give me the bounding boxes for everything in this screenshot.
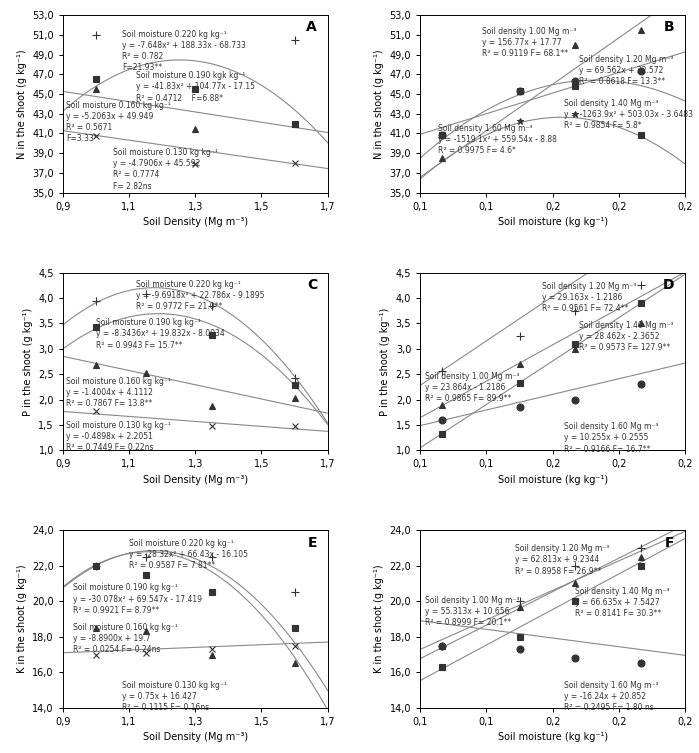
Text: Soil moisture 0.220 kg kg⁻¹
y = -7.648x² + 188.33x - 68.733
R² = 0.782
F=21.93**: Soil moisture 0.220 kg kg⁻¹ y = -7.648x²… [122, 30, 246, 72]
Text: Soil density 1.20 Mg m⁻³
y = 29.163x - 1.2186
R² = 0.9561 F= 72.4**: Soil density 1.20 Mg m⁻³ y = 29.163x - 1… [542, 282, 636, 313]
Text: F: F [665, 535, 675, 550]
Text: Soil density 1.40 Mg m⁻³
y = 28.462x - 2.3652
R² = 0.9573 F= 127.9**: Soil density 1.40 Mg m⁻³ y = 28.462x - 2… [579, 321, 674, 352]
Text: Soil density 1.40 Mg m⁻³
y = 66.635x + 7.5427
R² = 0.8141 F= 30.3**: Soil density 1.40 Mg m⁻³ y = 66.635x + 7… [575, 587, 669, 618]
Text: Soil moisture 0.160 kg kg⁻¹
y = -1.4004x + 4.1112
R² = 0.7867 F= 13.8**: Soil moisture 0.160 kg kg⁻¹ y = -1.4004x… [66, 376, 171, 408]
X-axis label: Soil Density (Mg m⁻³): Soil Density (Mg m⁻³) [143, 733, 248, 742]
Text: Soil density 1.20 Mg m⁻³
y = 69.562x + 32.572
R² = 0.8618 F= 13.3**: Soil density 1.20 Mg m⁻³ y = 69.562x + 3… [579, 54, 674, 86]
Text: Soil moisture 0.130 kg kg⁻¹
y = -0.4898x + 2.2051
R² = 0.7449 F= 0.22ns: Soil moisture 0.130 kg kg⁻¹ y = -0.4898x… [66, 421, 171, 452]
X-axis label: Soil Density (Mg m⁻³): Soil Density (Mg m⁻³) [143, 475, 248, 485]
Text: Soil density 1.00 Mg m⁻³
y = 55.313x + 10.656
R² = 0.8999 F= 20.1**: Soil density 1.00 Mg m⁻³ y = 55.313x + 1… [425, 596, 519, 627]
Y-axis label: N in the shoot (g kg⁻¹): N in the shoot (g kg⁻¹) [374, 49, 384, 159]
Text: A: A [306, 20, 317, 35]
X-axis label: Soil Density (Mg m⁻³): Soil Density (Mg m⁻³) [143, 218, 248, 227]
Text: Soil moisture 0.190 kg kg⁻¹
y = -30.078x² + 69.547x - 17.419
R² = 0.9921 F= 8.79: Soil moisture 0.190 kg kg⁻¹ y = -30.078x… [73, 584, 202, 614]
Text: E: E [308, 535, 317, 550]
Text: Soil moisture 0.190 kg kg⁻¹
y = -8.3436x² + 19.832x - 8.0934
R² = 0.9943 F= 15.7: Soil moisture 0.190 kg kg⁻¹ y = -8.3436x… [96, 319, 225, 349]
X-axis label: Soil moisture (kg kg⁻¹): Soil moisture (kg kg⁻¹) [498, 475, 607, 485]
Text: Soil moisture 0.220 kg kg⁻¹
y = -9.6918x² + 22.786x - 9.1895
R² = 0.9772 F= 21.0: Soil moisture 0.220 kg kg⁻¹ y = -9.6918x… [136, 280, 264, 312]
Y-axis label: N in the shoot (g kg⁻¹): N in the shoot (g kg⁻¹) [17, 49, 27, 159]
Text: Soil density 1.20 Mg m⁻³
y = 62.813x + 9.2344
R² = 0.8958 F= 26.9**: Soil density 1.20 Mg m⁻³ y = 62.813x + 9… [515, 544, 610, 575]
Y-axis label: P in the shoot (g kg⁻¹): P in the shoot (g kg⁻¹) [22, 307, 33, 416]
X-axis label: Soil moisture (kg kg⁻¹): Soil moisture (kg kg⁻¹) [498, 733, 607, 742]
Text: B: B [664, 20, 675, 35]
Text: Soil moisture 0.190 kgk kg⁻¹
y = -41.83x² + 104.77x - 17.15
R² = 0.4712    F=6.8: Soil moisture 0.190 kgk kg⁻¹ y = -41.83x… [136, 72, 254, 102]
Text: Soil moisture 0.160 kg kg⁻¹
y = -5.2063x + 49.949
R² = 0.5671
F=3.33*: Soil moisture 0.160 kg kg⁻¹ y = -5.2063x… [66, 101, 171, 143]
Text: D: D [663, 278, 675, 292]
Text: Soil moisture 0.160 kg kg⁻¹
y = -8.8900x + 19.7
R² = 0.0254 F= 0.24ns: Soil moisture 0.160 kg kg⁻¹ y = -8.8900x… [73, 623, 178, 654]
Text: Soil density 1.40 Mg m⁻³
y = -1263.9x² + 503.03x - 3.6483
R² = 0.9854 F= 5.8*: Soil density 1.40 Mg m⁻³ y = -1263.9x² +… [563, 99, 693, 130]
Text: Soil density 1.60 Mg m⁻³
y = -1519.1x² + 559.54x - 8.88
R² = 0.9975 F= 4.6*: Soil density 1.60 Mg m⁻³ y = -1519.1x² +… [438, 123, 557, 155]
Y-axis label: K in the shoot (g kg⁻¹): K in the shoot (g kg⁻¹) [374, 565, 384, 673]
Text: Soil moisture 0.130 kg kg⁻¹
y = 0.75x + 16.427
R² = 0.1115 F= 0.16ns: Soil moisture 0.130 kg kg⁻¹ y = 0.75x + … [122, 681, 227, 712]
Text: Soil density 1.60 Mg m⁻³
y = 10.255x + 0.2555
R² = 0.9166 F= 16.7**: Soil density 1.60 Mg m⁻³ y = 10.255x + 0… [563, 422, 658, 453]
X-axis label: Soil moisture (kg kg⁻¹): Soil moisture (kg kg⁻¹) [498, 218, 607, 227]
Text: Soil moisture 0.130 kg kg⁻¹
y = -4.7906x + 45.592
R² = 0.7774
F= 2.82ns: Soil moisture 0.130 kg kg⁻¹ y = -4.7906x… [113, 148, 217, 191]
Text: Soil density 1.00 Mg m⁻³
y = 23.864x - 1.2186
R² = 0.9865 F= 89.9**: Soil density 1.00 Mg m⁻³ y = 23.864x - 1… [425, 371, 519, 403]
Text: C: C [307, 278, 317, 292]
Y-axis label: K in the shoot (g kg⁻¹): K in the shoot (g kg⁻¹) [17, 565, 27, 673]
Text: Soil density 1.60 Mg m⁻³
y = -16.24x + 20.852
R² = 0.2495 F= 1.80 ns: Soil density 1.60 Mg m⁻³ y = -16.24x + 2… [563, 681, 658, 712]
Y-axis label: P in the shoot (g kg⁻¹): P in the shoot (g kg⁻¹) [380, 307, 390, 416]
Text: Soil density 1.00 Mg m⁻³
y = 156.77x + 17.77
R² = 0.9119 F= 68.1**: Soil density 1.00 Mg m⁻³ y = 156.77x + 1… [482, 27, 577, 58]
Text: Soil moisture 0.220 kg kg⁻¹
y = -28.32x² + 66.43x - 16.105
R² = 0.9587 F= 7.81**: Soil moisture 0.220 kg kg⁻¹ y = -28.32x²… [129, 539, 248, 570]
